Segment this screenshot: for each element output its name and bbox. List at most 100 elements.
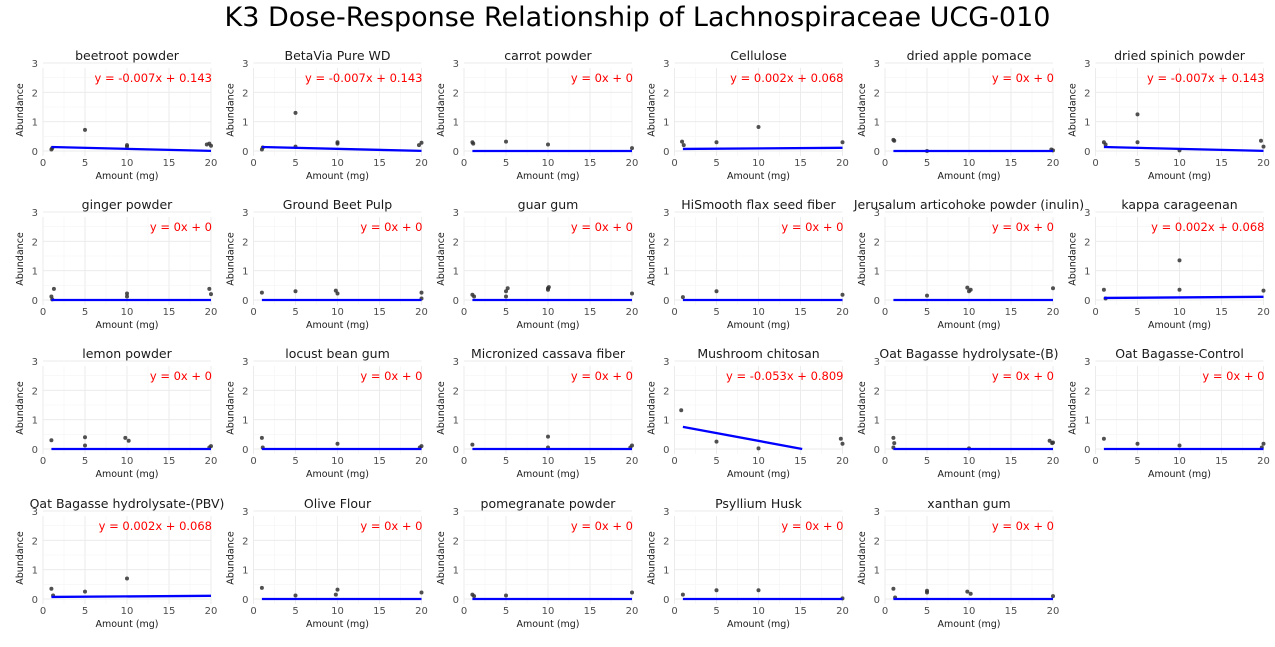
x-tick-label: 15 bbox=[163, 307, 176, 318]
x-tick-label: 10 bbox=[331, 606, 344, 617]
x-tick-label: 5 bbox=[1134, 456, 1140, 467]
y-tick-label: 2 bbox=[1084, 88, 1090, 99]
x-tick-label: 0 bbox=[461, 606, 467, 617]
y-tick-label: 3 bbox=[32, 208, 38, 219]
facet-panel: Oat Bagasse hydrolysate-(PBV) 0 5 10 15 20 0 1 2… bbox=[15, 496, 224, 630]
facet-panel: HiSmooth flax seed fiber 0 5 10 15 20 0 1 2 3 Amou… bbox=[647, 197, 849, 331]
facet-panel: beetroot powder 0 5 10 15 20 0 1 2 3 Amount (mg) Ab… bbox=[15, 48, 217, 182]
y-tick-label: 0 bbox=[663, 595, 669, 606]
y-tick-label: 2 bbox=[453, 237, 459, 248]
x-tick-label: 15 bbox=[1215, 456, 1228, 467]
y-tick-label: 2 bbox=[663, 536, 669, 547]
y-tick-label: 2 bbox=[1084, 237, 1090, 248]
facet-title: dried spinich powder bbox=[1114, 48, 1246, 63]
x-axis-label: Amount (mg) bbox=[306, 171, 369, 182]
x-tick-label: 0 bbox=[882, 456, 888, 467]
x-tick-label: 5 bbox=[82, 307, 88, 318]
x-tick-label: 10 bbox=[963, 158, 976, 169]
y-tick-label: 0 bbox=[32, 595, 38, 606]
data-point bbox=[1050, 441, 1055, 446]
y-tick-label: 2 bbox=[874, 536, 880, 547]
regression-equation: y = 0x + 0 bbox=[150, 369, 212, 383]
facet-title: kappa carageenan bbox=[1121, 197, 1237, 212]
facet-title: lemon powder bbox=[82, 346, 172, 361]
facet-panel: carrot powder 0 5 10 15 20 0 1 2 3 Amount (mg) Abun… bbox=[436, 48, 638, 182]
x-tick-label: 5 bbox=[713, 606, 719, 617]
data-point bbox=[1177, 443, 1182, 448]
data-point bbox=[680, 139, 685, 144]
x-tick-label: 5 bbox=[924, 307, 930, 318]
y-tick-label: 0 bbox=[32, 147, 38, 158]
facet-title: locust bean gum bbox=[285, 346, 390, 361]
y-axis-label: Abundance bbox=[647, 83, 658, 137]
x-axis-label: Amount (mg) bbox=[937, 469, 1000, 480]
y-tick-label: 2 bbox=[874, 237, 880, 248]
data-point bbox=[126, 438, 131, 443]
x-tick-label: 20 bbox=[836, 456, 849, 467]
data-point bbox=[1135, 441, 1140, 446]
data-point bbox=[546, 142, 550, 147]
x-tick-label: 15 bbox=[794, 158, 807, 169]
x-tick-label: 5 bbox=[292, 456, 298, 467]
regression-equation: y = 0x + 0 bbox=[360, 220, 422, 234]
fit-line bbox=[51, 594, 212, 599]
y-tick-label: 3 bbox=[663, 507, 669, 518]
y-tick-label: 0 bbox=[874, 445, 880, 456]
x-tick-label: 5 bbox=[924, 456, 930, 467]
facet-title: Micronized cassava fiber bbox=[471, 346, 626, 361]
x-tick-label: 10 bbox=[331, 158, 344, 169]
x-tick-label: 0 bbox=[882, 606, 888, 617]
data-point bbox=[714, 588, 719, 593]
y-tick-label: 1 bbox=[242, 566, 248, 577]
y-tick-label: 0 bbox=[663, 296, 669, 307]
facet-title: Jerusalum articohoke powder (inulin) bbox=[853, 197, 1084, 212]
x-tick-label: 20 bbox=[1047, 456, 1060, 467]
facet-title: xanthan gum bbox=[927, 496, 1010, 511]
data-point bbox=[680, 592, 685, 597]
y-tick-label: 3 bbox=[453, 208, 459, 219]
y-tick-label: 3 bbox=[663, 357, 669, 368]
x-axis-label: Amount (mg) bbox=[516, 171, 579, 182]
data-point bbox=[83, 127, 87, 132]
y-tick-label: 3 bbox=[453, 357, 459, 368]
fit-line bbox=[1103, 295, 1264, 300]
data-point bbox=[1135, 112, 1140, 117]
regression-equation: y = 0x + 0 bbox=[360, 519, 422, 533]
data-point bbox=[546, 434, 550, 439]
y-tick-label: 1 bbox=[663, 267, 669, 278]
x-tick-label: 0 bbox=[40, 307, 46, 318]
regression-equation: y = 0.002x + 0.068 bbox=[99, 519, 212, 533]
facet-panel: Oat Bagasse-Control 0 5 10 15 20 0 1 2 3 Amount (m… bbox=[1068, 346, 1270, 480]
x-axis-label: Amount (mg) bbox=[95, 469, 158, 480]
data-point bbox=[891, 586, 896, 591]
x-tick-label: 15 bbox=[163, 158, 176, 169]
x-tick-label: 10 bbox=[331, 456, 344, 467]
y-tick-label: 1 bbox=[663, 118, 669, 129]
data-point bbox=[419, 290, 424, 295]
data-point bbox=[925, 590, 929, 595]
y-tick-label: 0 bbox=[32, 296, 38, 307]
y-tick-label: 3 bbox=[242, 507, 248, 518]
x-tick-label: 10 bbox=[542, 158, 555, 169]
data-point bbox=[259, 435, 264, 440]
data-point bbox=[1101, 436, 1106, 441]
data-point bbox=[756, 446, 761, 451]
x-tick-label: 20 bbox=[205, 606, 218, 617]
y-tick-label: 1 bbox=[663, 566, 669, 577]
data-point bbox=[681, 143, 686, 148]
x-axis-label: Amount (mg) bbox=[937, 171, 1000, 182]
facet-panel: guar gum 0 5 10 15 20 0 1 2 3 Amount (mg) Abundance… bbox=[436, 197, 638, 331]
regression-equation: y = 0x + 0 bbox=[781, 220, 843, 234]
x-tick-label: 15 bbox=[794, 456, 807, 467]
x-tick-label: 0 bbox=[1092, 456, 1098, 467]
data-point bbox=[714, 439, 719, 444]
y-tick-label: 2 bbox=[32, 237, 38, 248]
data-point bbox=[333, 592, 338, 597]
y-tick-label: 3 bbox=[874, 357, 880, 368]
x-tick-label: 0 bbox=[461, 158, 467, 169]
x-axis-label: Amount (mg) bbox=[516, 320, 579, 331]
facet-title: Ground Beet Pulp bbox=[283, 197, 392, 212]
facet-panel: lemon powder 0 5 10 15 20 0 1 2 3 Amount (mg) Abund… bbox=[15, 346, 217, 480]
x-tick-label: 15 bbox=[373, 456, 386, 467]
y-axis-label: Abundance bbox=[15, 381, 26, 435]
